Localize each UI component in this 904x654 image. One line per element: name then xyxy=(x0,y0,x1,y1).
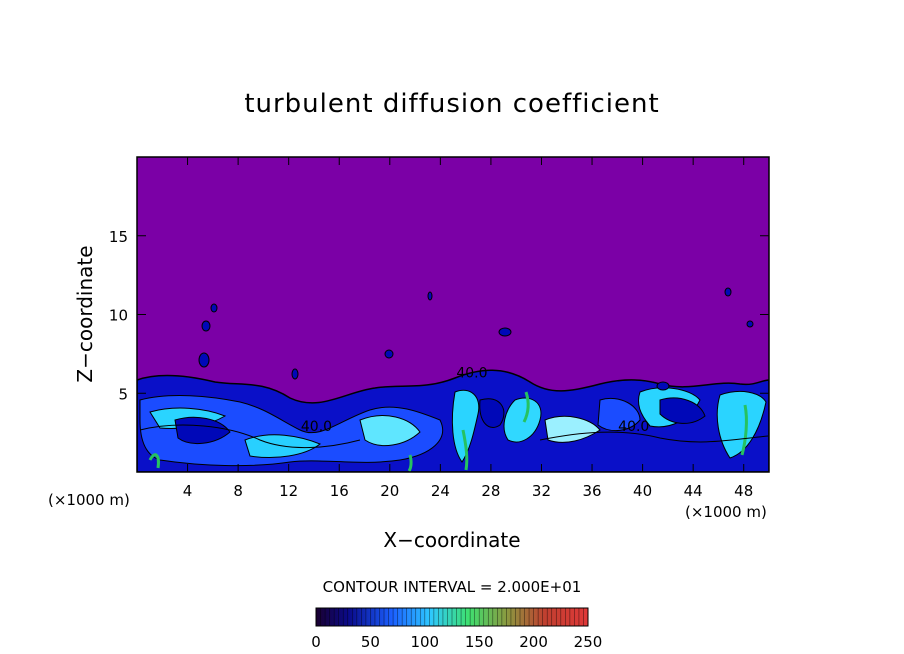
cyan-patch xyxy=(451,389,480,463)
x-axis-ticks: 4 8 12 16 20 24 28 32 36 40 44 48 xyxy=(183,157,753,500)
x-axis-label: X−coordinate xyxy=(383,528,520,552)
x-tick-label: 40 xyxy=(633,482,652,500)
x-unit-left: (×1000 m) xyxy=(48,491,130,509)
deep-blue-patch xyxy=(659,397,706,424)
x-tick-label: 36 xyxy=(582,482,601,500)
x-tick-label: 28 xyxy=(481,482,500,500)
chart-title: turbulent diffusion coefficient xyxy=(244,89,659,119)
colorbar-tick-label: 50 xyxy=(361,633,380,651)
contour-island xyxy=(427,291,433,301)
x-unit-right: (×1000 m) xyxy=(685,503,767,521)
contour-label: 40.0 xyxy=(618,419,649,435)
colorbar-tick-label: 150 xyxy=(465,633,494,651)
blue-patch xyxy=(597,398,641,432)
colorbar-ticks: 0 50 100 150 200 250 xyxy=(311,633,602,651)
green-streak xyxy=(522,391,530,423)
cyan-patch xyxy=(359,415,421,447)
y-tick-label: 10 xyxy=(109,307,128,325)
x-tick-label: 16 xyxy=(330,482,349,500)
contour-island xyxy=(210,303,218,313)
y-axis-ticks: 5 10 15 xyxy=(109,228,769,403)
contour-island xyxy=(384,349,394,359)
contour-island xyxy=(746,320,754,328)
colorbar-tick-label: 250 xyxy=(574,633,603,651)
x-tick-label: 12 xyxy=(279,482,298,500)
cyan-patch xyxy=(544,415,601,443)
colorbar: 0 50 100 150 200 250 xyxy=(311,607,602,651)
x-tick-label: 32 xyxy=(532,482,551,500)
contour-label: 40.0 xyxy=(301,419,332,435)
y-tick-label: 15 xyxy=(109,228,128,246)
contour-line xyxy=(539,431,769,443)
green-streak xyxy=(461,429,469,471)
contour-island xyxy=(656,381,670,391)
y-axis-label: Z−coordinate xyxy=(73,245,97,382)
contour-interval-text: CONTOUR INTERVAL = 2.000E+01 xyxy=(323,578,582,596)
green-streak xyxy=(148,453,160,469)
contour-island xyxy=(498,327,512,337)
contour-island xyxy=(724,287,732,297)
y-tick-label: 5 xyxy=(118,385,128,403)
green-streak xyxy=(740,404,748,456)
x-tick-label: 24 xyxy=(431,482,450,500)
cyan-patch xyxy=(503,397,542,443)
contour-island xyxy=(198,352,210,368)
turbulent-layer xyxy=(137,287,769,472)
green-streak xyxy=(407,454,413,472)
contour-line xyxy=(139,424,361,449)
contour-label: 40.0 xyxy=(456,366,487,382)
contour-labels: 40.0 40.0 40.0 xyxy=(301,366,649,436)
deep-blue-patch xyxy=(174,416,231,444)
deep-blue-patch xyxy=(479,398,505,428)
x-tick-label: 4 xyxy=(183,482,193,500)
plot-area: 40.0 40.0 40.0 xyxy=(136,156,770,473)
x-tick-label: 8 xyxy=(233,482,243,500)
x-tick-label: 48 xyxy=(734,482,753,500)
cyan-patch xyxy=(716,391,767,459)
contour-island xyxy=(291,368,299,380)
x-tick-label: 20 xyxy=(380,482,399,500)
colorbar-tick-label: 100 xyxy=(410,633,439,651)
contour-island xyxy=(201,320,211,332)
colorbar-tick-label: 200 xyxy=(519,633,548,651)
x-tick-label: 44 xyxy=(684,482,703,500)
colorbar-stripes xyxy=(315,608,589,626)
colorbar-tick-label: 0 xyxy=(311,633,321,651)
